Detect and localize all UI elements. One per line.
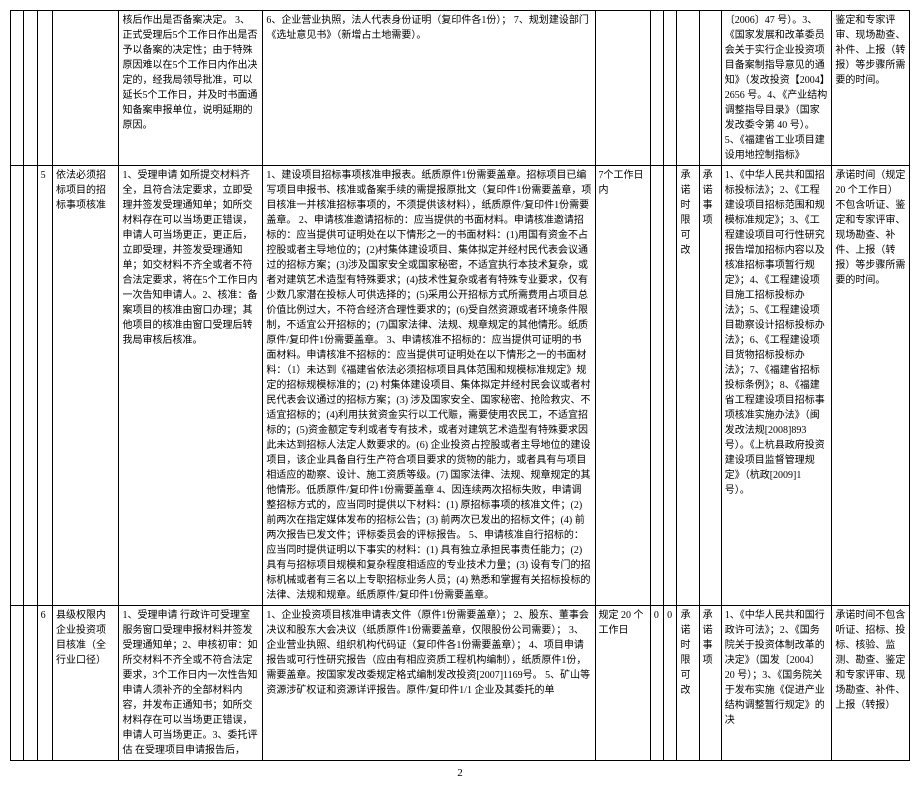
cell: 1、受理申请 如所提交材料齐全，且符合法定要求，立即受理并签发受理通知单；如所交…: [119, 166, 263, 606]
cell: 7个工作日内: [595, 166, 650, 606]
cell: 承诺时间不包含听证、招标、投标、核验、监测、勘查、鉴定和专家评审、现场勘查、补件…: [832, 606, 910, 761]
cell: [11, 606, 24, 761]
cell: 1、企业投资项目核准申请表文件（原件1份需要盖章）； 2、股东、董事会决议和股东…: [263, 606, 595, 761]
cell: 依法必须招标项目的招标事项核准: [53, 166, 119, 606]
cell: 1、受理申请 行政许可受理室服务窗口受理申报材料并签发受理通知单；2、申核初审：…: [119, 606, 263, 761]
cell: [650, 11, 663, 166]
cell: [664, 11, 677, 166]
table-row: 5 依法必须招标项目的招标事项核准 1、受理申请 如所提交材料齐全，且符合法定要…: [11, 166, 910, 606]
cell: [664, 166, 677, 606]
cell: 〔2006〕47 号）。3、《国家发展和改革委员会关于实行企业投资项目备案制指导…: [721, 11, 832, 166]
cell: [24, 606, 37, 761]
cell: 承诺时限可改: [677, 166, 699, 606]
cell: 鉴定和专家评审、现场勘查、补件、上报（转报）等步骤所需要的时间。: [832, 11, 910, 166]
cell: 承诺时限可改: [677, 606, 699, 761]
table-row: 6 县级权限内企业投资项目核准（全行业口径） 1、受理申请 行政许可受理室服务窗…: [11, 606, 910, 761]
cell: [650, 166, 663, 606]
table-row: 核后作出是否备案决定。 3、正式受理后5个工作日作出是否予以备案的决定性；由于特…: [11, 11, 910, 166]
cell: [595, 11, 650, 166]
cell: 1、建设项目招标事项核准申报表。纸质原件1份需要盖章。招标项目已编写项目申报书、…: [263, 166, 595, 606]
cell: [677, 11, 699, 166]
cell: [699, 11, 721, 166]
cell: [24, 166, 37, 606]
cell: 承诺事项: [699, 606, 721, 761]
cell: 6、企业营业执照，法人代表身份证明（复印件各1份）； 7、规划建设部门《选址意见…: [263, 11, 595, 166]
page-number: 2: [10, 767, 910, 779]
cell: 1、《中华人民共和国招标投标法》；2、《工程建设项目招标范围和规模标准规定》；3…: [721, 166, 832, 606]
cell: 0: [664, 606, 677, 761]
table-body: 核后作出是否备案决定。 3、正式受理后5个工作日作出是否予以备案的决定性；由于特…: [11, 11, 910, 761]
data-table: 核后作出是否备案决定。 3、正式受理后5个工作日作出是否予以备案的决定性；由于特…: [10, 10, 910, 761]
cell: [24, 11, 37, 166]
cell: 6: [37, 606, 52, 761]
cell: 5: [37, 166, 52, 606]
cell: [11, 11, 24, 166]
cell: 1、《中华人民共和国行政许可法》；2、《国务院关于投资体制改革的决定》（国发〔2…: [721, 606, 832, 761]
cell: [53, 11, 119, 166]
cell: 承诺事项: [699, 166, 721, 606]
cell: 承诺时间（规定 20 个工作日）不包含听证、鉴定和专家评审、现场勘查、补件、上报…: [832, 166, 910, 606]
cell: 0: [650, 606, 663, 761]
cell: 规定 20 个工作日: [595, 606, 650, 761]
cell: [37, 11, 52, 166]
cell: 核后作出是否备案决定。 3、正式受理后5个工作日作出是否予以备案的决定性；由于特…: [119, 11, 263, 166]
cell: 县级权限内企业投资项目核准（全行业口径）: [53, 606, 119, 761]
cell: [11, 166, 24, 606]
